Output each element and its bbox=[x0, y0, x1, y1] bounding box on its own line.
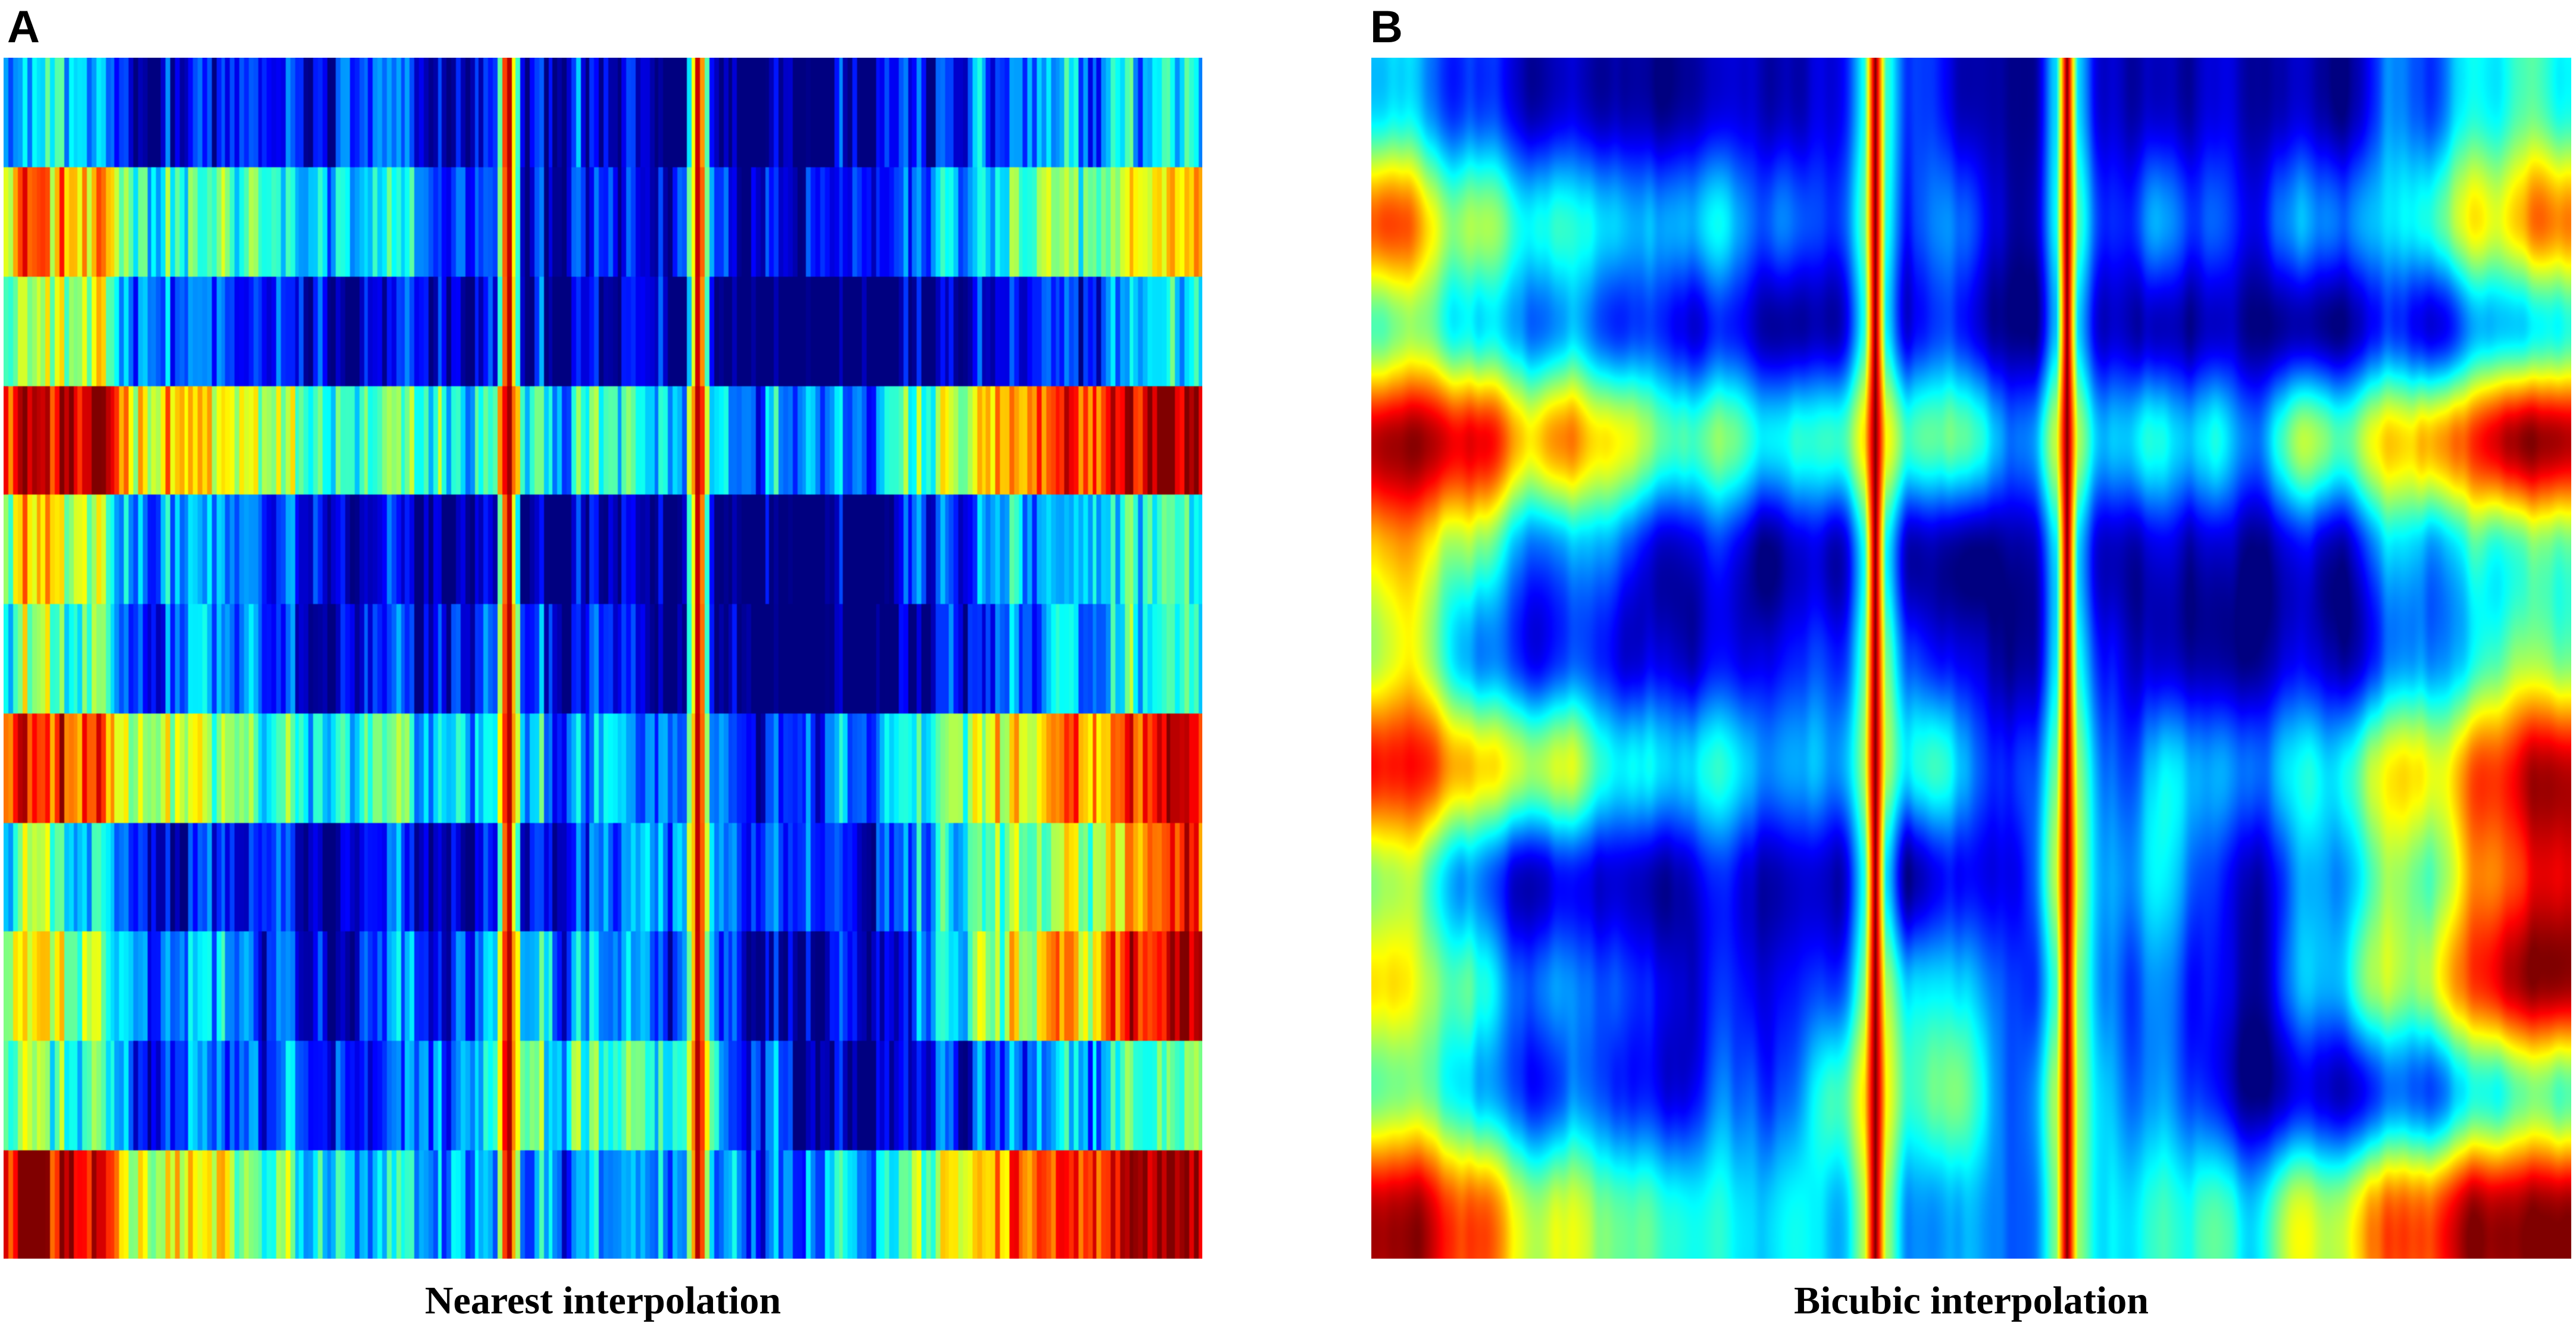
panel-caption: Bicubic interpolation bbox=[1794, 1279, 2149, 1322]
panel-label: B bbox=[1370, 2, 1403, 52]
nearest-interpolation-heatmap bbox=[4, 58, 1202, 1259]
panel-a: A Nearest interpolation bbox=[0, 0, 1220, 1336]
panel-b: B Bicubic interpolation bbox=[1369, 0, 2576, 1336]
panel-label: A bbox=[7, 2, 40, 52]
heatmap-plot-area bbox=[1371, 58, 2571, 1259]
panel-caption: Nearest interpolation bbox=[424, 1279, 781, 1322]
heatmap-plot-area bbox=[4, 58, 1202, 1259]
bicubic-interpolation-heatmap bbox=[1371, 58, 2571, 1259]
